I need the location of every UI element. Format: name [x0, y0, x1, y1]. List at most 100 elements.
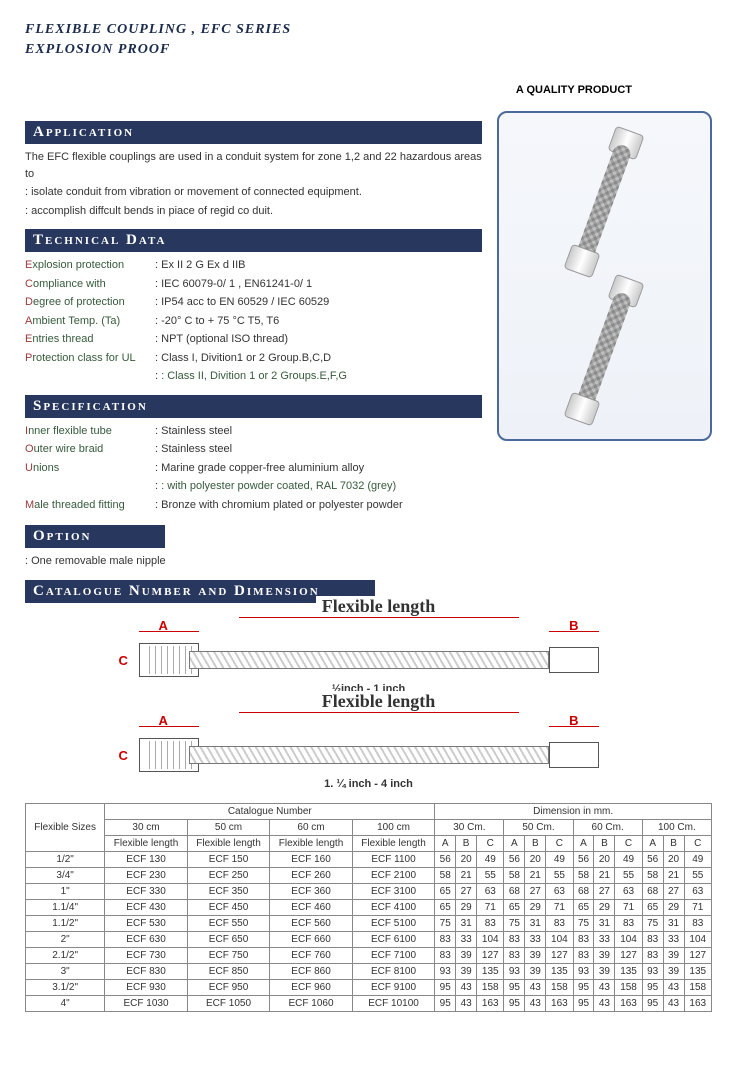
cell-cat: ECF 260	[270, 867, 353, 883]
cell-cat: ECF 630	[105, 931, 188, 947]
cell-dim: 104	[615, 931, 642, 947]
cell-dim: 21	[663, 867, 684, 883]
cell-cat: ECF 750	[187, 947, 270, 963]
th-abc: C	[684, 835, 711, 851]
th-dim-group: 100 Cm.	[642, 819, 711, 835]
application-body: The EFC flexible couplings are used in a…	[25, 149, 482, 219]
spec-body: Inner flexible tubeStainless steelOuter …	[25, 423, 482, 514]
th-length: 100 cm	[352, 819, 435, 835]
kv-key: Ambient Temp. (Ta)	[25, 313, 155, 330]
cell-dim: 95	[573, 995, 594, 1011]
cell-dim: 49	[684, 851, 711, 867]
cell-dim: 27	[456, 883, 477, 899]
cell-size: 1"	[26, 883, 105, 899]
cell-dim: 65	[435, 883, 456, 899]
cell-size: 4"	[26, 995, 105, 1011]
kv-value: Bronze with chromium plated or polyester…	[155, 497, 482, 514]
kv-value: IP54 acc to EN 60529 / IEC 60529	[155, 294, 482, 311]
cell-cat: ECF 650	[187, 931, 270, 947]
cell-dim: 65	[642, 899, 663, 915]
cell-dim: 58	[573, 867, 594, 883]
cell-dim: 29	[456, 899, 477, 915]
cell-dim: 71	[684, 899, 711, 915]
dimension-table: Flexible Sizes Catalogue Number Dimensio…	[25, 803, 712, 1012]
th-abc: B	[456, 835, 477, 851]
th-length: 50 cm	[187, 819, 270, 835]
cell-dim: 65	[504, 899, 525, 915]
coupling-illustration-1	[525, 132, 685, 272]
quality-product-label: A QUALITY PRODUCT	[25, 84, 712, 96]
cell-dim: 68	[573, 883, 594, 899]
th-dim-group: 30 Cm.	[435, 819, 504, 835]
th-abc: A	[435, 835, 456, 851]
cell-dim: 55	[684, 867, 711, 883]
cell-dim: 43	[594, 979, 615, 995]
kv-row: Ambient Temp. (Ta)-20° C to + 75 °C T5, …	[25, 313, 482, 330]
cell-dim: 20	[594, 851, 615, 867]
th-flex-len: Flexible length	[105, 835, 188, 851]
kv-row: Male threaded fittingBronze with chromiu…	[25, 497, 482, 514]
cell-dim: 104	[684, 931, 711, 947]
cell-cat: ECF 930	[105, 979, 188, 995]
cell-size: 3.1/2"	[26, 979, 105, 995]
cell-dim: 93	[573, 963, 594, 979]
cell-dim: 39	[594, 947, 615, 963]
cell-dim: 83	[573, 931, 594, 947]
cell-dim: 83	[504, 947, 525, 963]
cell-size: 3/4"	[26, 867, 105, 883]
cell-dim: 68	[504, 883, 525, 899]
cell-cat: ECF 830	[105, 963, 188, 979]
cell-cat: ECF 530	[105, 915, 188, 931]
cell-dim: 75	[504, 915, 525, 931]
cell-dim: 33	[525, 931, 546, 947]
kv-row: : with polyester powder coated, RAL 7032…	[25, 478, 482, 495]
cell-dim: 31	[456, 915, 477, 931]
cell-dim: 21	[525, 867, 546, 883]
cell-dim: 39	[525, 947, 546, 963]
cell-dim: 49	[615, 851, 642, 867]
cell-size: 1.1/4"	[26, 899, 105, 915]
cell-dim: 43	[525, 995, 546, 1011]
cell-dim: 127	[615, 947, 642, 963]
application-heading: Application	[25, 121, 482, 144]
cell-dim: 163	[684, 995, 711, 1011]
cell-cat: ECF 560	[270, 915, 353, 931]
cell-dim: 83	[684, 915, 711, 931]
cell-dim: 29	[525, 899, 546, 915]
cell-dim: 63	[546, 883, 573, 899]
cell-dim: 39	[663, 963, 684, 979]
kv-key: Inner flexible tube	[25, 423, 155, 440]
cell-cat: ECF 6100	[352, 931, 435, 947]
cell-dim: 43	[456, 979, 477, 995]
table-row: 3.1/2"ECF 930ECF 950ECF 960ECF 910095431…	[26, 979, 712, 995]
cell-cat: ECF 160	[270, 851, 353, 867]
th-dimension: Dimension in mm.	[435, 803, 712, 819]
th-abc: B	[525, 835, 546, 851]
cell-cat: ECF 760	[270, 947, 353, 963]
kv-key: Compliance with	[25, 276, 155, 293]
kv-key	[25, 368, 155, 385]
kv-value: Ex II 2 G Ex d IIB	[155, 257, 482, 274]
technical-body: Explosion protectionEx II 2 G Ex d IIBCo…	[25, 257, 482, 385]
cell-cat: ECF 1100	[352, 851, 435, 867]
kv-key: Male threaded fitting	[25, 497, 155, 514]
cell-dim: 104	[546, 931, 573, 947]
kv-value: -20° C to + 75 °C T5, T6	[155, 313, 482, 330]
cell-dim: 135	[684, 963, 711, 979]
cell-cat: ECF 1050	[187, 995, 270, 1011]
cell-dim: 39	[663, 947, 684, 963]
cell-dim: 27	[525, 883, 546, 899]
cell-cat: ECF 8100	[352, 963, 435, 979]
cell-dim: 158	[684, 979, 711, 995]
kv-value: IEC 60079-0/ 1 , EN61241-0/ 1	[155, 276, 482, 293]
cell-dim: 39	[456, 963, 477, 979]
cell-cat: ECF 3100	[352, 883, 435, 899]
cell-dim: 135	[546, 963, 573, 979]
flexible-length-label: Flexible length	[316, 691, 442, 711]
cell-dim: 58	[642, 867, 663, 883]
cell-dim: 39	[525, 963, 546, 979]
cell-dim: 71	[615, 899, 642, 915]
cell-dim: 56	[573, 851, 594, 867]
cell-dim: 95	[642, 995, 663, 1011]
table-row: 2.1/2"ECF 730ECF 750ECF 760ECF 710083391…	[26, 947, 712, 963]
